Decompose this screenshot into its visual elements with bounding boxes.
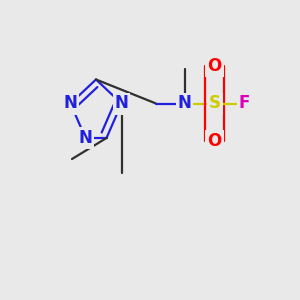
Text: F: F	[239, 94, 250, 112]
Text: N: N	[178, 94, 191, 112]
Text: O: O	[207, 132, 222, 150]
Text: N: N	[115, 94, 128, 112]
Text: S: S	[208, 94, 220, 112]
Text: N: N	[79, 129, 92, 147]
Text: O: O	[207, 57, 222, 75]
Text: N: N	[64, 94, 77, 112]
